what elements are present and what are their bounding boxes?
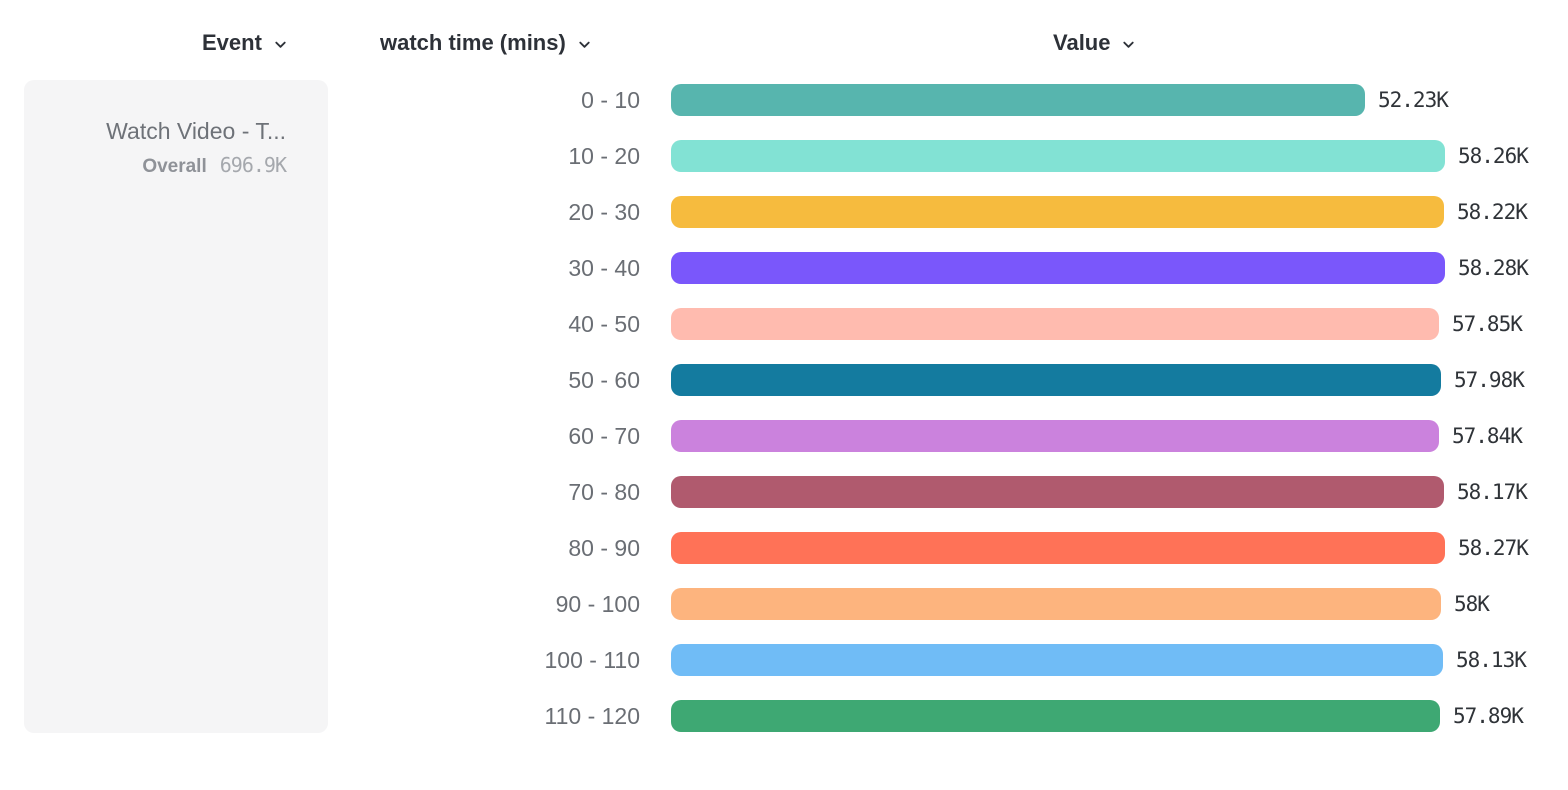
chevron-down-icon bbox=[1123, 41, 1135, 48]
bar-segment[interactable] bbox=[671, 420, 1439, 452]
chart-row: 50 - 60 57.98K bbox=[0, 352, 1568, 408]
bucket-label: 20 - 30 bbox=[568, 198, 640, 225]
bucket-label: 80 - 90 bbox=[568, 534, 640, 561]
chevron-down-icon bbox=[579, 41, 590, 48]
event-column-header[interactable]: Event bbox=[202, 28, 288, 58]
bar-value-label: 58K bbox=[1454, 592, 1490, 616]
bar-segment[interactable] bbox=[671, 700, 1440, 732]
overall-label: Overall bbox=[142, 156, 207, 177]
chevron-down-icon bbox=[275, 41, 286, 48]
bar-value-label: 57.98K bbox=[1454, 368, 1525, 392]
value-column-header[interactable]: Value bbox=[1053, 28, 1136, 58]
event-title: Watch Video - T... bbox=[106, 118, 286, 144]
bar-value-label: 58.13K bbox=[1456, 648, 1527, 672]
bar-segment[interactable] bbox=[671, 196, 1444, 228]
bar-value-label: 57.89K bbox=[1453, 704, 1524, 728]
bucket-label: 30 - 40 bbox=[568, 254, 640, 281]
chart-row: 80 - 90 58.27K bbox=[0, 520, 1568, 576]
event-column-label: Event bbox=[202, 30, 262, 55]
bar-value-label: 58.22K bbox=[1457, 200, 1528, 224]
bar-value-label: 52.23K bbox=[1378, 88, 1449, 112]
bar-segment[interactable] bbox=[671, 84, 1365, 116]
bar-value-label: 58.26K bbox=[1458, 144, 1529, 168]
chart-row: 0 - 10 52.23K bbox=[0, 72, 1568, 128]
bar-segment[interactable] bbox=[671, 308, 1439, 340]
chart-row: 70 - 80 58.17K bbox=[0, 464, 1568, 520]
bar-segment[interactable] bbox=[671, 364, 1441, 396]
bar-chart: 0 - 10 52.23K 10 - 20 58.26K 20 - 30 58.22K 30… bbox=[0, 72, 1568, 744]
chart-row: 10 - 20 58.26K bbox=[0, 128, 1568, 184]
bucket-label: 0 - 10 bbox=[581, 86, 640, 113]
chart-row: 110 - 120 57.89K bbox=[0, 688, 1568, 744]
bucket-label: 10 - 20 bbox=[568, 142, 640, 169]
event-overall-row: Overall 696.9K bbox=[40, 153, 287, 178]
chart-row: 30 - 40 58.28K bbox=[0, 240, 1568, 296]
bucket-label: 60 - 70 bbox=[568, 422, 640, 449]
bar-value-label: 58.28K bbox=[1458, 256, 1529, 280]
bucket-label: 90 - 100 bbox=[555, 590, 640, 617]
chart-row: 20 - 30 58.22K bbox=[0, 184, 1568, 240]
bar-segment[interactable] bbox=[671, 476, 1444, 508]
bar-value-label: 58.27K bbox=[1458, 536, 1529, 560]
bucket-label: 100 - 110 bbox=[544, 646, 640, 673]
value-column-label: Value bbox=[1053, 30, 1111, 55]
bar-segment[interactable] bbox=[671, 140, 1445, 172]
bucket-label: 70 - 80 bbox=[568, 478, 640, 505]
event-segment-card[interactable]: Watch Video - T... Overall 696.9K bbox=[24, 80, 328, 733]
chart-row: 60 - 70 57.84K bbox=[0, 408, 1568, 464]
bucket-label: 110 - 120 bbox=[544, 702, 640, 729]
bar-value-label: 58.17K bbox=[1457, 480, 1528, 504]
bar-value-label: 57.85K bbox=[1452, 312, 1523, 336]
watch-time-column-label: watch time (mins) bbox=[380, 30, 566, 55]
bar-segment[interactable] bbox=[671, 532, 1445, 564]
overall-value: 696.9K bbox=[219, 153, 287, 177]
bar-segment[interactable] bbox=[671, 588, 1441, 620]
watch-time-column-header[interactable]: watch time (mins) bbox=[380, 28, 592, 58]
bar-segment[interactable] bbox=[671, 644, 1443, 676]
bucket-label: 40 - 50 bbox=[568, 310, 640, 337]
bar-segment[interactable] bbox=[671, 252, 1445, 284]
bar-value-label: 57.84K bbox=[1452, 424, 1523, 448]
bucket-label: 50 - 60 bbox=[568, 366, 640, 393]
chart-row: 90 - 100 58K bbox=[0, 576, 1568, 632]
chart-row: 100 - 110 58.13K bbox=[0, 632, 1568, 688]
chart-row: 40 - 50 57.85K bbox=[0, 296, 1568, 352]
